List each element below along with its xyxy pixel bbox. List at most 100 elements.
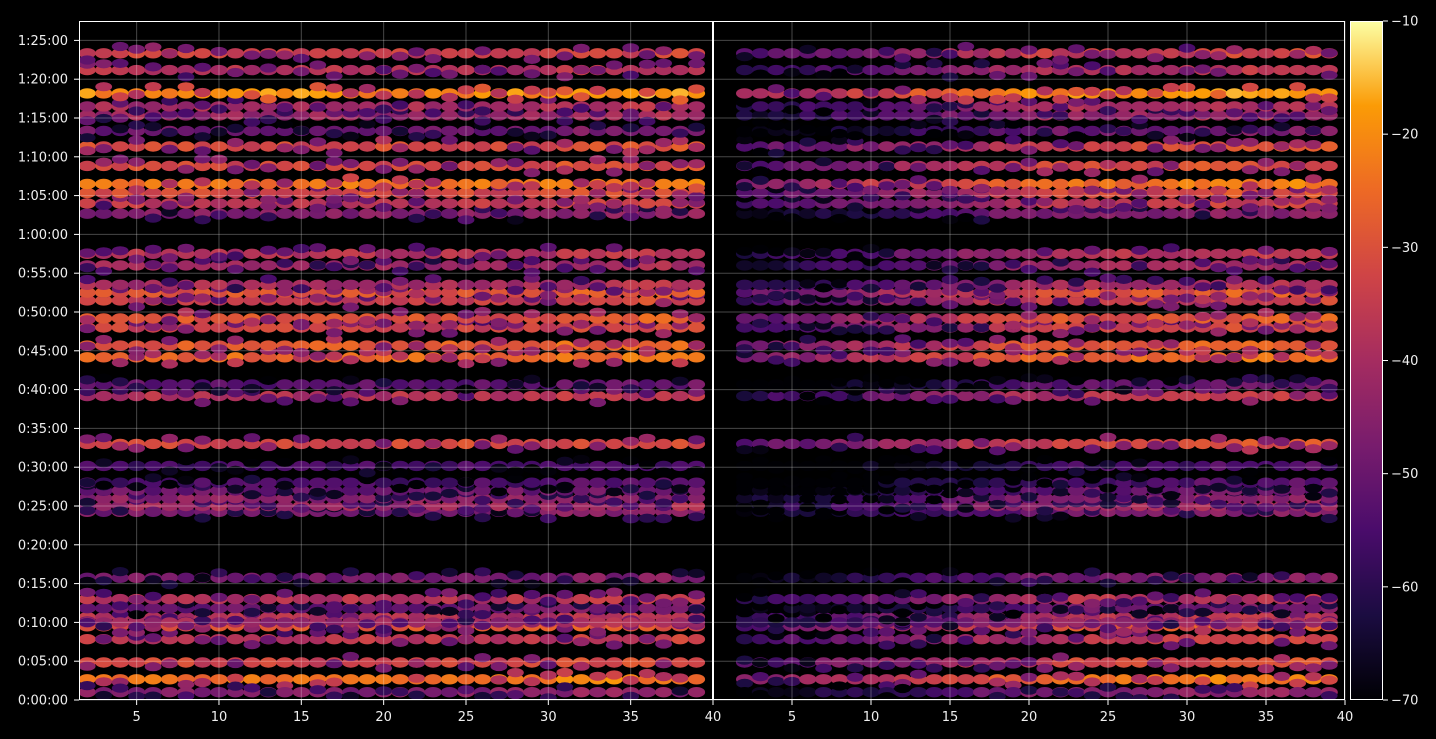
- heat-cell: [523, 322, 541, 333]
- heat-cell: [799, 260, 817, 271]
- heat-cell: [957, 459, 975, 469]
- heat-cell: [767, 48, 785, 59]
- heat-cell: [276, 88, 294, 99]
- heat-cell: [226, 198, 244, 209]
- heat-cell: [226, 48, 244, 59]
- heat-cell: [736, 182, 753, 192]
- heat-cell: [1320, 185, 1338, 195]
- heat-cell: [441, 344, 458, 354]
- heat-cell: [95, 178, 113, 190]
- heat-cell: [799, 44, 817, 55]
- heat-cell: [1036, 295, 1054, 306]
- heat-cell: [1068, 671, 1085, 681]
- heat-cell: [1083, 457, 1101, 467]
- heat-cell: [424, 462, 442, 472]
- heat-cell: [1147, 167, 1164, 177]
- heat-cell: [687, 322, 706, 333]
- heat-cell: [605, 167, 623, 177]
- heat-cell: [144, 340, 162, 351]
- heat-cell: [687, 208, 706, 219]
- heat-cell: [226, 379, 244, 390]
- heat-cell: [830, 340, 849, 351]
- heat-cell: [572, 178, 590, 188]
- y-tick-label: 0:40:00: [18, 383, 68, 398]
- heat-cell: [276, 617, 294, 628]
- heat-cell: [572, 275, 590, 286]
- heat-cell: [655, 467, 672, 477]
- heat-cell: [539, 87, 557, 97]
- heat-cell: [276, 379, 294, 390]
- heat-cell: [111, 460, 129, 472]
- heat-cell: [655, 672, 672, 682]
- heat-cell: [941, 64, 959, 76]
- heat-cell: [1178, 276, 1196, 286]
- heat-cell: [210, 463, 228, 473]
- heat-cell: [474, 46, 491, 56]
- heat-cell: [1052, 379, 1070, 390]
- heat-cell: [1273, 178, 1291, 190]
- heat-cell: [655, 260, 673, 271]
- heat-cell: [128, 572, 146, 583]
- y-tick-label: 0:10:00: [18, 616, 68, 631]
- heat-cell: [1320, 194, 1338, 205]
- heat-cell: [227, 137, 244, 148]
- heat-cell: [177, 164, 195, 174]
- heat-cell: [878, 692, 896, 700]
- heat-cell: [1225, 248, 1243, 259]
- heat-cell: [243, 317, 261, 327]
- heat-cell: [671, 88, 689, 99]
- heat-cell: [1036, 623, 1054, 633]
- heat-cell: [1162, 634, 1180, 645]
- x-tick-label: 35: [622, 710, 639, 725]
- heat-cell: [243, 198, 261, 209]
- heat-cell: [572, 187, 590, 199]
- heat-cell: [783, 357, 801, 367]
- heat-cell: [358, 468, 376, 478]
- heat-cell: [325, 500, 343, 512]
- heat-cell: [1241, 345, 1259, 355]
- heat-cell: [161, 200, 179, 210]
- heat-cell: [957, 261, 975, 271]
- heat-cell: [878, 674, 896, 685]
- heat-cell: [79, 375, 96, 385]
- x-axis-ticks: 5 10 15 20 25 30 35 40 5 10 15 20 25 30 35 40: [132, 700, 1353, 725]
- heat-cell: [751, 48, 770, 59]
- heat-cell: [457, 438, 475, 450]
- heat-cell: [1131, 174, 1148, 184]
- heat-cell: [1020, 186, 1038, 196]
- heat-cell: [457, 248, 475, 259]
- heat-cell: [440, 198, 459, 209]
- heat-cell: [1052, 187, 1070, 199]
- heat-cell: [523, 168, 541, 178]
- y-tick-label: 0:45:00: [18, 344, 68, 359]
- heat-cell: [638, 500, 656, 512]
- heat-cell: [1147, 591, 1164, 601]
- heat-cell: [862, 160, 880, 172]
- heat-cell: [1320, 513, 1338, 524]
- heat-cell: [309, 438, 327, 450]
- heat-cell: [490, 500, 508, 512]
- heat-cell: [161, 127, 179, 137]
- heat-cell: [490, 293, 508, 303]
- heat-cell: [1289, 662, 1306, 672]
- heat-cell: [1004, 162, 1022, 173]
- heat-cell: [325, 593, 343, 605]
- heat-cell: [1036, 454, 1054, 465]
- heat-cell: [1226, 275, 1243, 285]
- heat-cell: [799, 391, 817, 401]
- heat-cell: [1289, 572, 1307, 583]
- heat-cell: [1178, 593, 1196, 605]
- heat-cell: [194, 616, 211, 626]
- heat-cell: [894, 375, 911, 385]
- heat-cell: [1162, 571, 1180, 581]
- heat-cell: [1305, 491, 1322, 501]
- heat-cell: [1020, 264, 1038, 274]
- heat-cell: [1083, 379, 1101, 390]
- heat-cell: [846, 260, 864, 271]
- heat-cell: [276, 480, 294, 490]
- heat-cell: [1068, 352, 1085, 362]
- heat-cell: [243, 352, 261, 363]
- heat-cell: [259, 187, 277, 199]
- heat-cell: [894, 191, 911, 201]
